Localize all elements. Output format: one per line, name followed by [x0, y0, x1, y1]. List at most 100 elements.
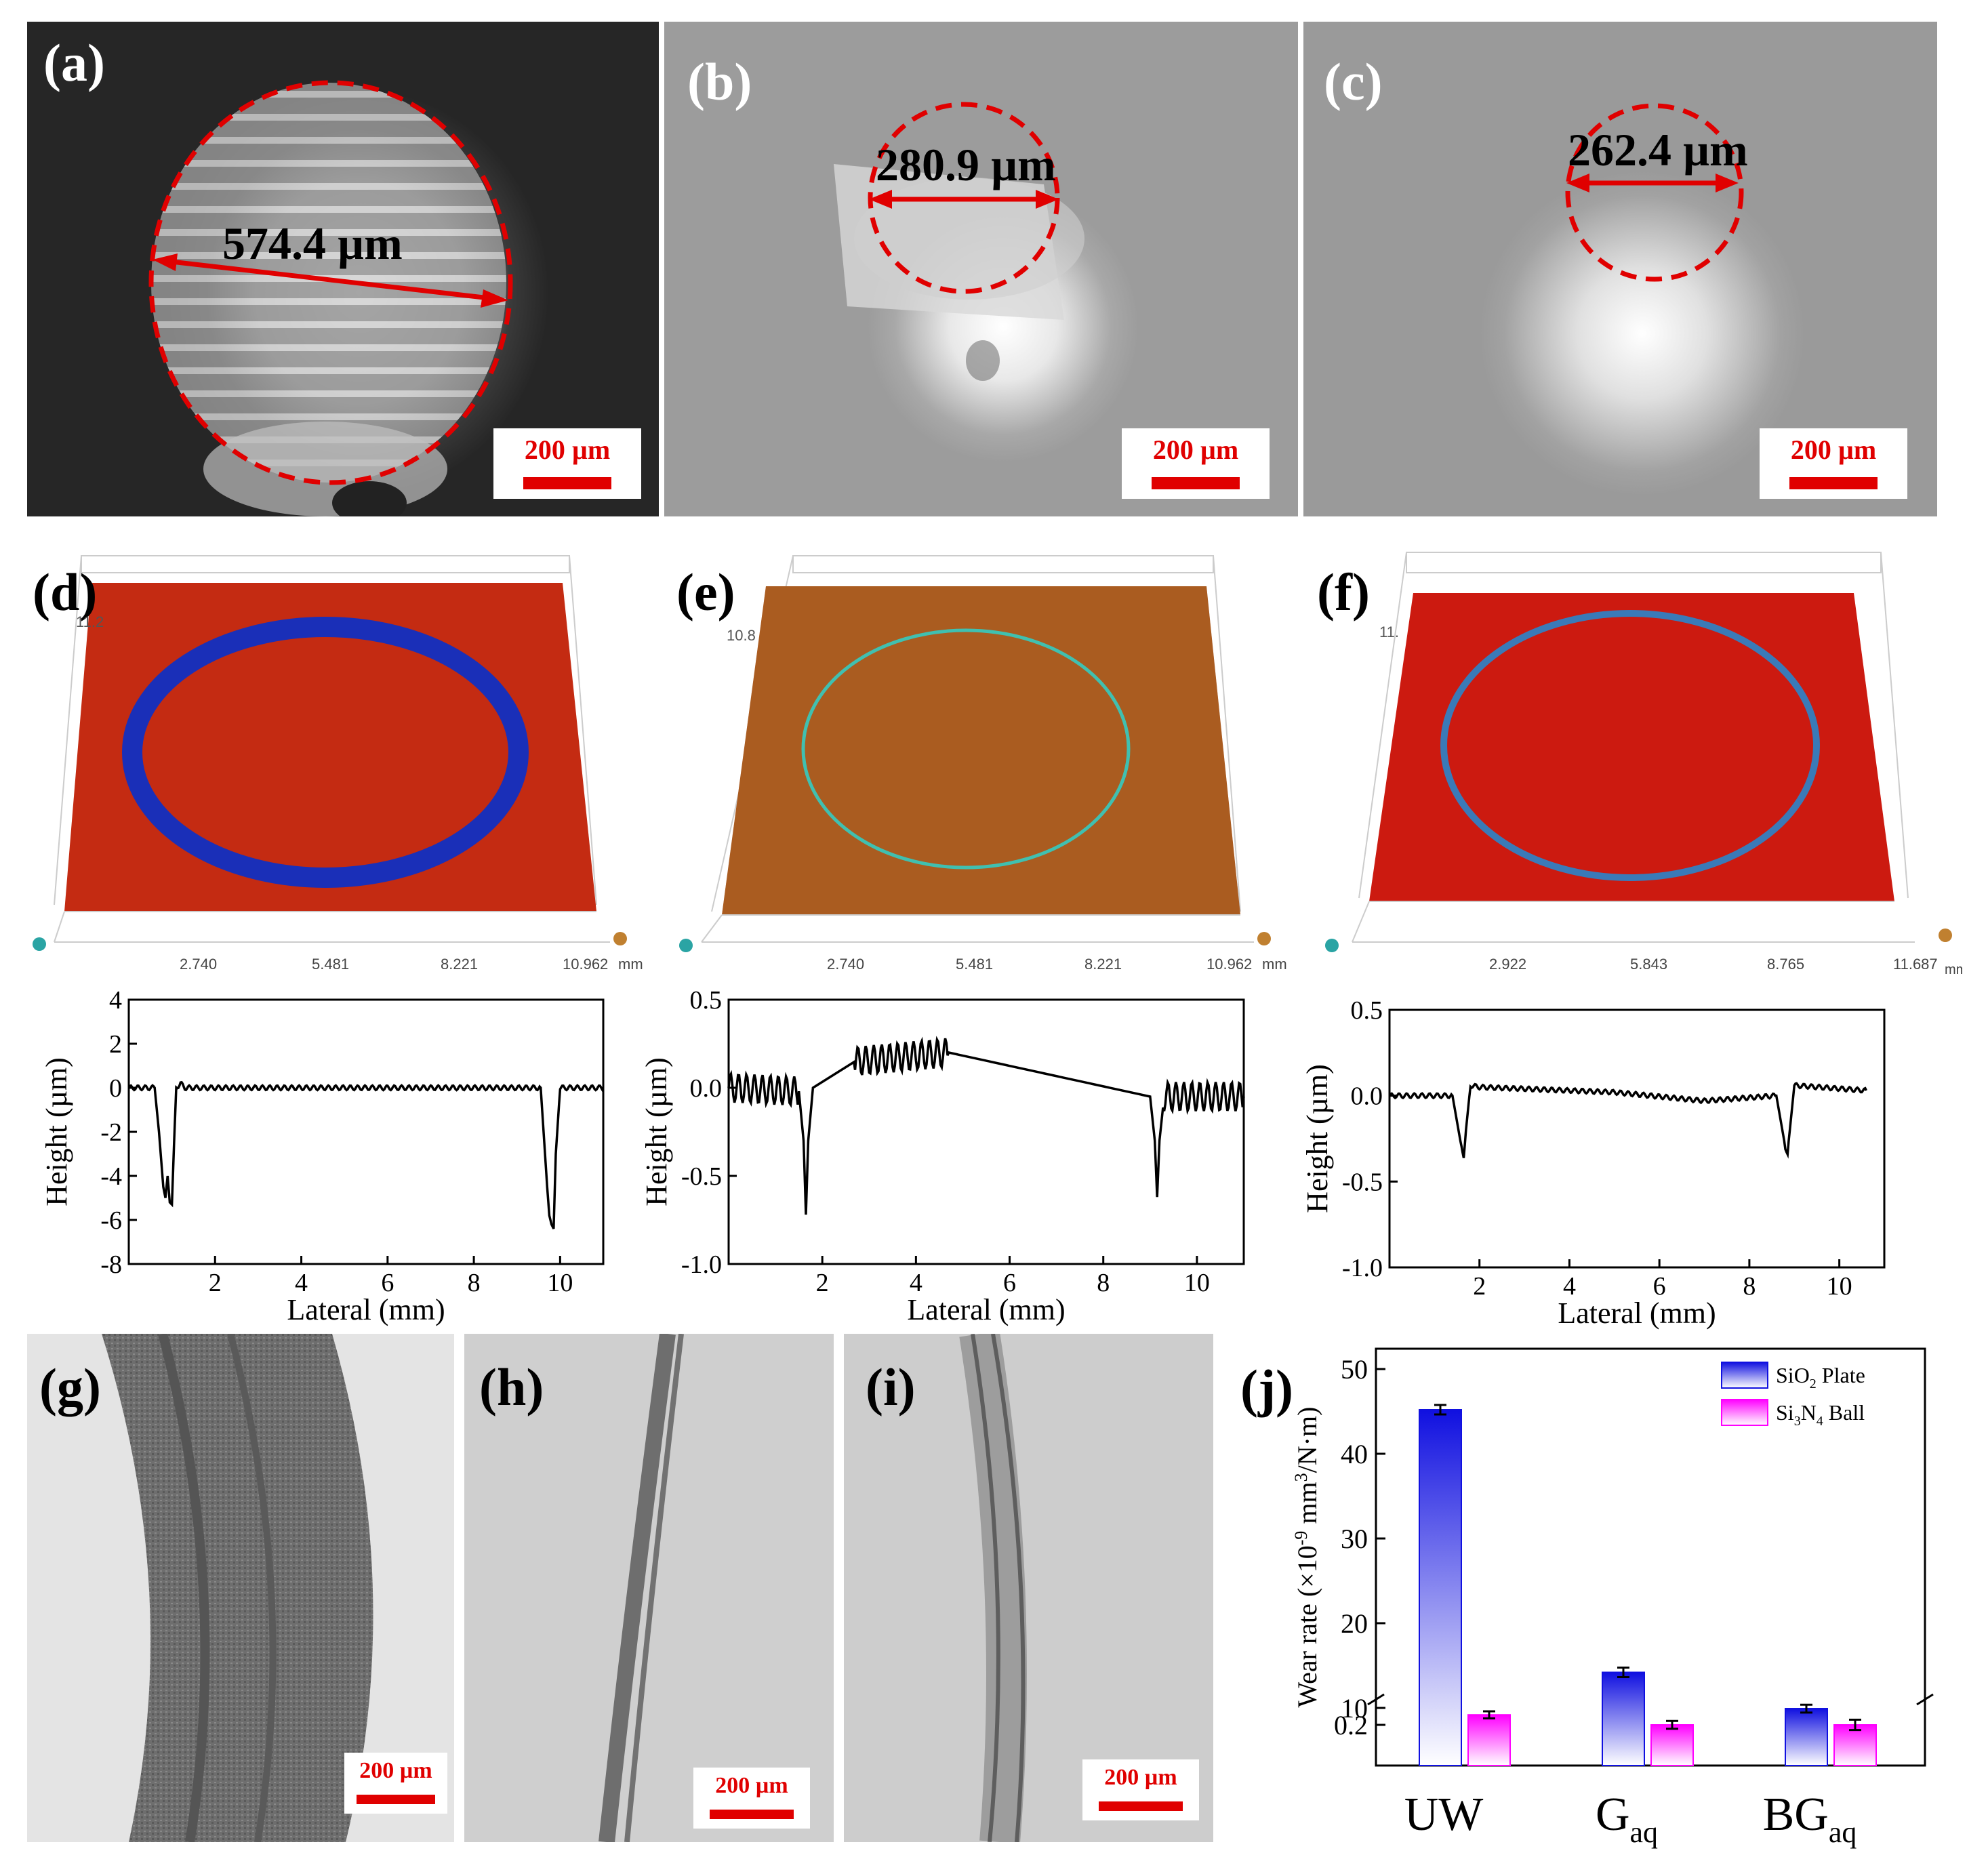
scale-bar-label: 200 µm — [715, 1773, 788, 1798]
panel-label: (d) — [33, 563, 98, 621]
y-tick-label: -2 — [100, 1118, 122, 1147]
panel-b-graphics — [834, 102, 1084, 381]
x-tick-label: 8.765 — [1767, 956, 1805, 973]
x-tick-label: 8.221 — [1084, 956, 1122, 973]
y-tick-label: 4 — [109, 990, 122, 1015]
x-axis-label: Lateral (mm) — [1558, 1297, 1716, 1330]
plot-frame — [727, 998, 1245, 1265]
bar — [1602, 1671, 1645, 1766]
scale-bar: 200 µm — [344, 1753, 447, 1814]
legend-swatch — [1721, 1399, 1768, 1426]
scale-bar-label: 200 µm — [1790, 434, 1877, 465]
scale-bar: 200 µm — [493, 428, 641, 499]
height-profile-line — [127, 1080, 605, 1229]
y-tick-label: 30 — [1341, 1524, 1368, 1554]
x-tick-label: 2.740 — [180, 956, 218, 973]
legend-entry: Si3N4 Ball — [1776, 1400, 1865, 1429]
x-tick-label: 5.481 — [312, 956, 350, 973]
scale-bar: 200 µm — [693, 1768, 810, 1829]
x-tick-label: 10.962 — [1206, 956, 1253, 973]
x-unit-label: mm — [1945, 962, 1962, 977]
bar-chart-j: 0.210 20 30 40 50 Wear rate (×10-9 mm3/N·m) UW… — [1291, 1347, 1934, 1849]
x-tick-label: 8 — [468, 1269, 481, 1297]
x-tick-label: 2.922 — [1489, 956, 1527, 973]
y-tick-label: -1.0 — [1342, 1254, 1383, 1282]
y-tick-label: -6 — [100, 1206, 122, 1235]
panel-h-image: (h) 200 µm — [464, 1334, 834, 1842]
panel-label: (a) — [43, 33, 105, 92]
y-tick-label: 0.0 — [690, 1074, 723, 1103]
y-tick-label: 20 — [1341, 1608, 1368, 1639]
panel-g-graphics — [102, 1334, 373, 1842]
wear-track-ring — [801, 628, 1131, 870]
panel-e-3d-profile: (e) 10.8 2.740 5.481 8.221 10.962 mm — [671, 546, 1301, 986]
panel-i-graphics — [959, 1334, 1027, 1842]
bar — [1785, 1708, 1828, 1766]
scale-bar-line — [1151, 477, 1240, 489]
plot-frame — [1388, 1008, 1886, 1269]
scale-bar-label: 200 µm — [1152, 434, 1239, 465]
scale-bar: 200 µm — [1760, 428, 1907, 499]
y-tick-label: -8 — [100, 1250, 122, 1279]
x-category-label: UW — [1404, 1789, 1484, 1841]
x-tick-label: 11.687 — [1893, 956, 1938, 973]
axis-break-mark — [1916, 1693, 1934, 1706]
panel-i-image: (i) 200 µm — [844, 1334, 1213, 1842]
panel-label: (b) — [687, 52, 752, 111]
panel-h-graphics — [599, 1334, 684, 1842]
axis-break-mark — [1367, 1693, 1385, 1706]
panel-label: (g) — [39, 1358, 101, 1416]
y-tick-label: 0.5 — [690, 990, 723, 1015]
scale-bar-label: 200 µm — [524, 434, 611, 465]
y-tick-label: 0.5 — [1351, 996, 1383, 1025]
y-axis-label: Wear rate (×10-9 mm3/N·m) — [1291, 1407, 1322, 1708]
wear-track-ring — [1440, 610, 1820, 881]
x-tick-label: 8 — [1743, 1272, 1756, 1301]
panel-f-surface — [1325, 552, 1952, 952]
line-chart-f: 2 4 6 8 10 0.5 0.0 -0.5 -1.0 Lateral (mm) Height (… — [1301, 996, 1886, 1330]
y-tick-label: 0.2 — [1334, 1710, 1368, 1740]
y-axis-label: Height (µm) — [640, 1057, 673, 1206]
panel-d-3d-profile: (d) 11.2 2.740 5.481 8.221 10.962 mm — [27, 546, 657, 986]
y-tick-label: 50 — [1341, 1354, 1368, 1385]
height-profile-line — [1388, 1082, 1868, 1159]
x-tick-label: 10 — [1827, 1272, 1852, 1301]
scale-bar-line — [1789, 477, 1878, 489]
x-category-label: Gaq — [1596, 1789, 1658, 1849]
y-axis-label: Height (µm) — [40, 1057, 73, 1206]
y-tick-label: 0.0 — [1351, 1082, 1383, 1111]
line-chart-d: 2 4 6 8 10 4 2 0 -2 -4 -6 -8 Lateral (mm) Height (µm) — [40, 990, 605, 1326]
x-unit-label: mm — [618, 956, 643, 973]
wear-track-ring — [122, 617, 529, 888]
scale-bar-line — [357, 1795, 435, 1804]
panel-b-image: (b) 280.9 µm 200 µm — [664, 22, 1298, 516]
y-tick-label: -4 — [100, 1162, 122, 1191]
z-axis-label: 11. — [1379, 624, 1399, 640]
diameter-measurement: 574.4 µm — [222, 218, 403, 269]
y-tick-label: -1.0 — [681, 1250, 722, 1279]
x-tick-label: 4 — [295, 1269, 308, 1297]
panel-d-surface — [33, 555, 627, 951]
y-tick-label: 40 — [1341, 1439, 1368, 1469]
x-tick-label: 10 — [1184, 1269, 1210, 1297]
x-tick-label: 10.962 — [563, 956, 609, 973]
bar — [1419, 1409, 1462, 1766]
panel-g-image: (g) 200 µm — [27, 1334, 454, 1842]
panel-c-image: (c) 262.4 µm 200 µm — [1303, 22, 1937, 516]
x-tick-label: 6 — [381, 1269, 394, 1297]
bar — [1833, 1724, 1877, 1766]
legend-swatch — [1721, 1362, 1768, 1389]
x-tick-label: 8 — [1097, 1269, 1110, 1297]
x-tick-label: 2 — [816, 1269, 829, 1297]
panel-c-graphics — [1565, 103, 1744, 282]
y-tick-label: 2 — [109, 1030, 122, 1059]
panel-f-3d-profile: (f) 11. 2.922 5.843 8.765 11.687 mm — [1312, 546, 1962, 986]
panel-e-surface — [679, 555, 1271, 952]
y-tick-label: 10 — [1341, 1693, 1368, 1724]
x-tick-label: 4 — [1563, 1272, 1576, 1301]
x-tick-label: 4 — [910, 1269, 922, 1297]
y-tick-label: -0.5 — [681, 1162, 722, 1191]
wear-scar-circle — [868, 102, 1060, 294]
x-tick-label: 5.843 — [1630, 956, 1668, 973]
x-tick-label: 2.740 — [827, 956, 865, 973]
